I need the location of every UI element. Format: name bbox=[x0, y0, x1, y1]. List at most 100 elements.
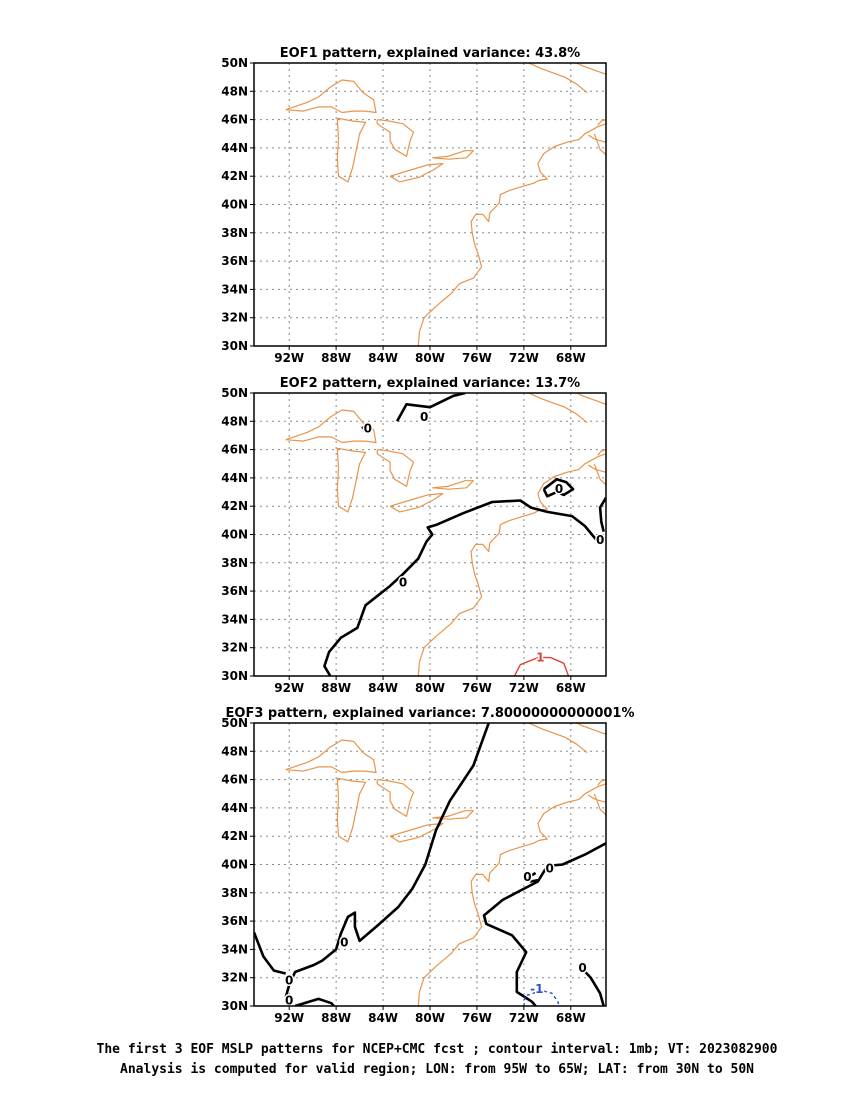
lat-tick-label: 44N bbox=[221, 471, 248, 485]
contour-label: 0 bbox=[364, 421, 372, 435]
lat-tick-label: 40N bbox=[221, 528, 248, 542]
lat-tick-label: 30N bbox=[221, 669, 248, 683]
lat-tick-label: 48N bbox=[221, 414, 248, 428]
coastline bbox=[597, 779, 606, 786]
contour-label: 0 bbox=[555, 482, 563, 496]
coastline bbox=[376, 119, 415, 157]
lat-tick-label: 30N bbox=[221, 999, 248, 1013]
lat-tick-label: 36N bbox=[221, 914, 248, 928]
lat-tick-label: 34N bbox=[221, 282, 248, 296]
lon-tick-label: 84W bbox=[368, 1011, 398, 1025]
coastline bbox=[597, 449, 606, 456]
lon-tick-label: 88W bbox=[321, 351, 351, 365]
contour-label: 0 bbox=[523, 870, 531, 884]
lat-tick-label: 34N bbox=[221, 942, 248, 956]
lat-tick-label: 40N bbox=[221, 198, 248, 212]
lat-tick-label: 38N bbox=[221, 226, 248, 240]
lat-tick-label: 44N bbox=[221, 141, 248, 155]
coastline bbox=[576, 393, 606, 405]
coastline bbox=[576, 63, 606, 75]
lon-tick-label: 80W bbox=[415, 1011, 445, 1025]
contour-zero bbox=[294, 997, 335, 1006]
contour-zero bbox=[395, 393, 466, 422]
coastline bbox=[336, 117, 367, 183]
lon-tick-label: 68W bbox=[556, 351, 586, 365]
coastline bbox=[593, 133, 606, 156]
map-area: 0 0 0 0 0 0 -1 bbox=[254, 723, 606, 1007]
lat-tick-label: 50N bbox=[221, 716, 248, 730]
caption-line-1: The first 3 EOF MSLP patterns for NCEP+C… bbox=[97, 1042, 778, 1057]
contour-label: 0 bbox=[546, 862, 554, 876]
contour-label: 0 bbox=[399, 576, 407, 590]
lat-tick-label: 32N bbox=[221, 641, 248, 655]
contour-zero bbox=[284, 723, 490, 1006]
contour-zero bbox=[598, 497, 606, 533]
contour-label: 0 bbox=[285, 974, 293, 988]
lat-tick-label: 50N bbox=[221, 386, 248, 400]
lat-tick-label: 32N bbox=[221, 971, 248, 985]
lon-tick-label: 76W bbox=[462, 1011, 492, 1025]
contour-zero bbox=[361, 424, 371, 433]
lat-tick-label: 36N bbox=[221, 254, 248, 268]
coastline bbox=[588, 134, 606, 143]
coastline bbox=[588, 464, 606, 473]
coastline bbox=[576, 723, 606, 735]
contour-zero bbox=[542, 477, 575, 498]
contour-label: 0 bbox=[340, 935, 348, 949]
coastline bbox=[528, 393, 588, 424]
coastline bbox=[285, 739, 377, 774]
lat-tick-label: 42N bbox=[221, 829, 248, 843]
lon-tick-label: 92W bbox=[274, 1011, 304, 1025]
coastline bbox=[285, 79, 377, 114]
panel-eof2: EOF2 pattern, explained variance: 13.7% 0… bbox=[221, 376, 607, 695]
coastline bbox=[528, 63, 588, 94]
lat-tick-label: 30N bbox=[221, 339, 248, 353]
lat-tick-label: 32N bbox=[221, 311, 248, 325]
coastline bbox=[336, 777, 367, 843]
coastline bbox=[593, 793, 606, 816]
lat-tick-label: 38N bbox=[221, 556, 248, 570]
coastline bbox=[417, 123, 606, 346]
coastline bbox=[432, 150, 474, 160]
lon-tick-label: 76W bbox=[462, 681, 492, 695]
lon-tick-label: 68W bbox=[556, 1011, 586, 1025]
lon-tick-label: 72W bbox=[509, 1011, 539, 1025]
lat-tick-label: 46N bbox=[221, 443, 248, 457]
lat-tick-label: 40N bbox=[221, 858, 248, 872]
lat-tick-label: 48N bbox=[221, 744, 248, 758]
contour-zero bbox=[323, 499, 598, 676]
lat-tick-label: 50N bbox=[221, 56, 248, 70]
contour-label: 0 bbox=[285, 993, 293, 1007]
lon-tick-label: 72W bbox=[509, 681, 539, 695]
lat-tick-label: 38N bbox=[221, 886, 248, 900]
lon-tick-label: 92W bbox=[274, 351, 304, 365]
contour-positive bbox=[513, 656, 570, 676]
contour-zero bbox=[254, 931, 287, 975]
panel-title: EOF3 pattern, explained variance: 7.8000… bbox=[226, 706, 635, 721]
contour-negative bbox=[523, 989, 560, 1006]
coastline bbox=[417, 453, 606, 676]
panel-title: EOF2 pattern, explained variance: 13.7% bbox=[280, 376, 580, 391]
contour-label: 1 bbox=[536, 651, 544, 665]
coastline bbox=[389, 492, 444, 513]
lat-tick-label: 42N bbox=[221, 169, 248, 183]
lat-tick-label: 44N bbox=[221, 801, 248, 815]
lon-tick-label: 72W bbox=[509, 351, 539, 365]
panel-title: EOF1 pattern, explained variance: 43.8% bbox=[280, 46, 580, 61]
lat-tick-label: 36N bbox=[221, 584, 248, 598]
contour-label: -1 bbox=[530, 982, 543, 996]
lon-tick-label: 84W bbox=[368, 351, 398, 365]
lon-tick-label: 80W bbox=[415, 681, 445, 695]
lon-tick-label: 88W bbox=[321, 1011, 351, 1025]
lon-tick-label: 80W bbox=[415, 351, 445, 365]
lon-tick-label: 68W bbox=[556, 681, 586, 695]
coastline bbox=[597, 119, 606, 126]
contour-label: 0 bbox=[578, 961, 586, 975]
panel-eof3: EOF3 pattern, explained variance: 7.8000… bbox=[221, 706, 634, 1025]
coastline bbox=[376, 779, 415, 818]
coastline bbox=[528, 723, 588, 754]
coastline bbox=[336, 447, 367, 513]
eof-panels: EOF1 pattern, explained variance: 43.8% 3… bbox=[221, 46, 634, 1025]
lat-tick-label: 46N bbox=[221, 773, 248, 787]
